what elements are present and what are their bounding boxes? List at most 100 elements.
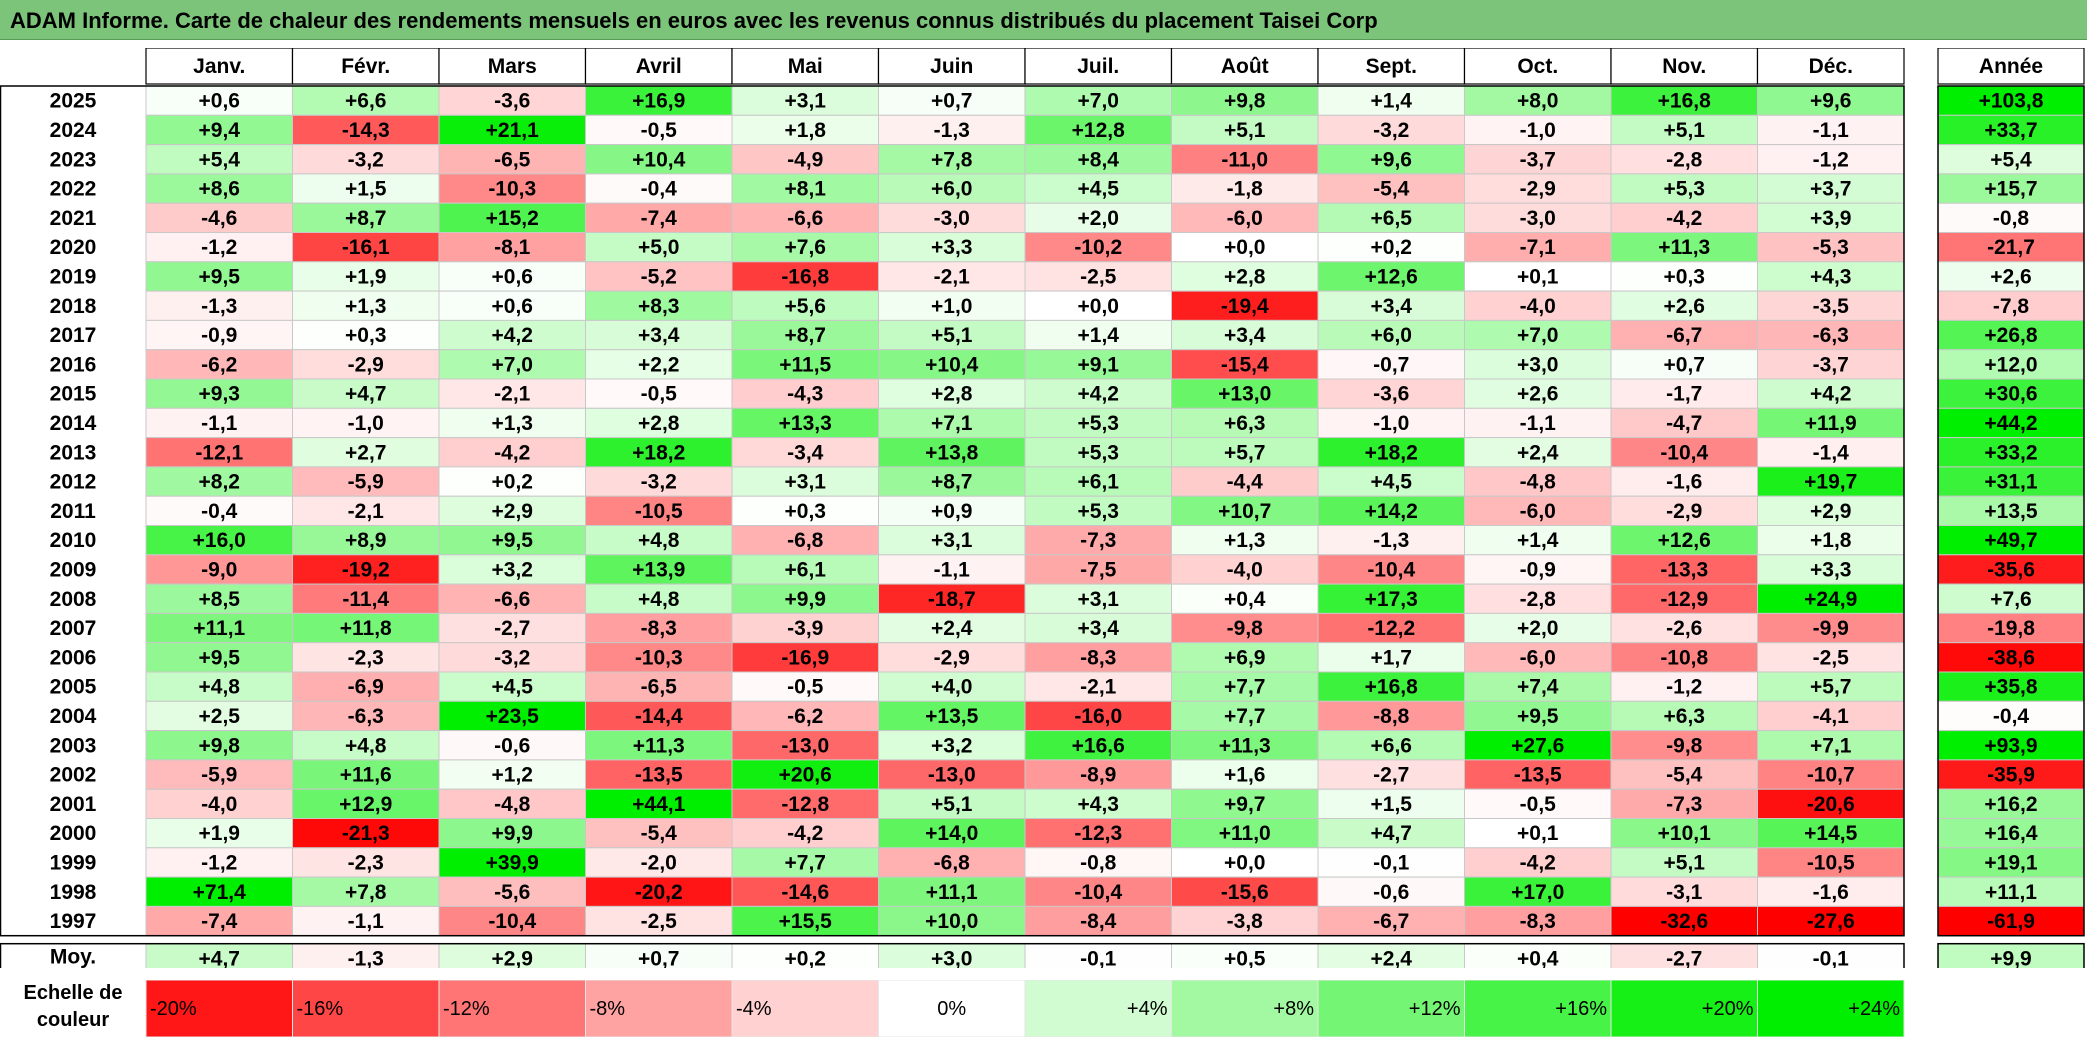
cell-value-label: -1,0 [1520, 119, 1556, 142]
heatmap-cell [1757, 847, 1905, 878]
heatmap-cell [1464, 730, 1612, 761]
heatmap-cell [438, 818, 586, 849]
average-value-label: +0,5 [1224, 948, 1266, 968]
month-header-label: Juin [930, 55, 973, 78]
heatmap-cell [731, 378, 879, 409]
cell-value-label: -1,1 [1520, 412, 1557, 435]
cell-value-label: +71,4 [193, 881, 246, 904]
month-header-cell [1317, 48, 1466, 85]
heatmap-cell [438, 788, 586, 820]
heatmap-cell [731, 495, 879, 527]
annual-value-label: -35,9 [1987, 764, 2035, 787]
heatmap-cell [292, 495, 440, 527]
month-header-label: Sept. [1366, 55, 1417, 78]
cell-value-label: +9,6 [1810, 90, 1851, 113]
cell-value-label: -14,3 [342, 119, 390, 142]
cell-value-label: +6,3 [1224, 412, 1265, 435]
cell-value-label: -6,5 [641, 676, 678, 699]
cell-value-label: -1,3 [934, 119, 970, 142]
cell-value-label: -1,2 [1666, 676, 1702, 699]
heatmap-cell [1317, 437, 1465, 468]
cell-value-label: +11,5 [779, 353, 831, 376]
heatmap-cell [1024, 144, 1172, 175]
cell-value-label: -1,6 [1666, 471, 1702, 494]
heatmap-cell [1024, 261, 1172, 292]
cell-value-label: -5,3 [1813, 236, 1849, 259]
cell-value-label: +3,3 [931, 236, 972, 259]
year-label: 2014 [50, 412, 97, 435]
cell-value-label: +0,4 [1224, 588, 1266, 611]
cell-value-label: +21,1 [486, 119, 539, 142]
heatmap-cell [585, 525, 733, 556]
heatmap-cell [1171, 173, 1319, 204]
heatmap-cell [292, 788, 440, 820]
heatmap-cell [1464, 261, 1612, 292]
heatmap-cell [731, 759, 879, 790]
cell-value-label: +2,2 [638, 353, 679, 376]
heatmap-cell [1757, 202, 1905, 233]
cell-value-label: +2,7 [345, 441, 386, 464]
cell-value-label: -3,5 [1813, 295, 1850, 318]
cell-value-label: -3,0 [1520, 207, 1556, 230]
heatmap-cell [731, 232, 879, 263]
cell-value-label: +8,3 [638, 295, 679, 318]
heatmap-cell [585, 612, 733, 644]
cell-value-label: +13,9 [632, 558, 685, 581]
cell-value-label: -4,2 [1666, 207, 1702, 230]
legend-swatch [1317, 980, 1465, 1037]
cell-value-label: -1,1 [1813, 119, 1850, 142]
heatmap-cell [878, 700, 1026, 732]
heatmap-cell [731, 876, 879, 907]
cell-value-label: -6,8 [934, 851, 971, 874]
cell-value-label: -1,6 [1813, 881, 1849, 904]
cell-value-label: -0,1 [1373, 851, 1410, 874]
cell-value-label: -2,7 [494, 617, 530, 640]
heatmap-cell [1464, 232, 1612, 263]
cell-value-label: +5,7 [1224, 441, 1265, 464]
legend-label: 0% [937, 998, 966, 1020]
heatmap-cell [145, 612, 293, 644]
annual-cell [1937, 495, 2085, 527]
cell-value-label: +3,4 [1371, 295, 1413, 318]
cell-value-label: +1,4 [1517, 529, 1559, 552]
cell-value-label: +11,1 [193, 617, 245, 640]
heatmap-cell [1171, 232, 1319, 263]
cell-value-label: +3,2 [492, 558, 533, 581]
cell-value-label: -2,5 [641, 910, 678, 933]
cell-value-label: +13,3 [779, 412, 832, 435]
cell-value-label: -3,2 [494, 646, 530, 669]
cell-value-label: +7,8 [931, 148, 973, 171]
heatmap-cell [585, 378, 733, 409]
cell-value-label: -12,1 [195, 441, 243, 464]
cell-value-label: +4,7 [345, 383, 386, 406]
cell-value-label: -8,1 [494, 236, 531, 259]
legend-label: -12% [443, 998, 490, 1020]
heatmap-cell [1610, 437, 1758, 468]
cell-value-label: -1,7 [1666, 383, 1702, 406]
heatmap-cell [1024, 525, 1172, 556]
cell-value-label: +9,8 [199, 734, 241, 757]
heatmap-cell [731, 847, 879, 878]
cell-value-label: -0,5 [787, 676, 824, 699]
month-header-label: Avril [636, 55, 682, 78]
annual-cell [1937, 642, 2085, 673]
legend-swatch [731, 980, 879, 1037]
heatmap-cell [731, 612, 879, 644]
cell-value-label: -12,3 [1074, 822, 1122, 845]
cell-value-label: +7,4 [1517, 676, 1559, 699]
cell-value-label: -10,4 [1074, 881, 1122, 904]
heatmap-cell [1610, 114, 1758, 146]
year-label: 2017 [50, 324, 97, 347]
annual-value-label: +13,5 [1984, 500, 2037, 523]
year-label: 2008 [50, 588, 97, 611]
cell-value-label: +4,8 [638, 529, 680, 552]
heatmap-cell [292, 349, 440, 380]
heatmap-cell [1317, 261, 1465, 292]
heatmap-cell [438, 671, 586, 702]
heatmap-cell [1464, 378, 1612, 409]
month-header-cell [145, 48, 294, 85]
cell-value-label: +8,0 [1517, 90, 1558, 113]
cell-value-label: -12,8 [781, 793, 829, 816]
heatmap-cell [1610, 232, 1758, 263]
cell-value-label: -20,2 [635, 881, 683, 904]
